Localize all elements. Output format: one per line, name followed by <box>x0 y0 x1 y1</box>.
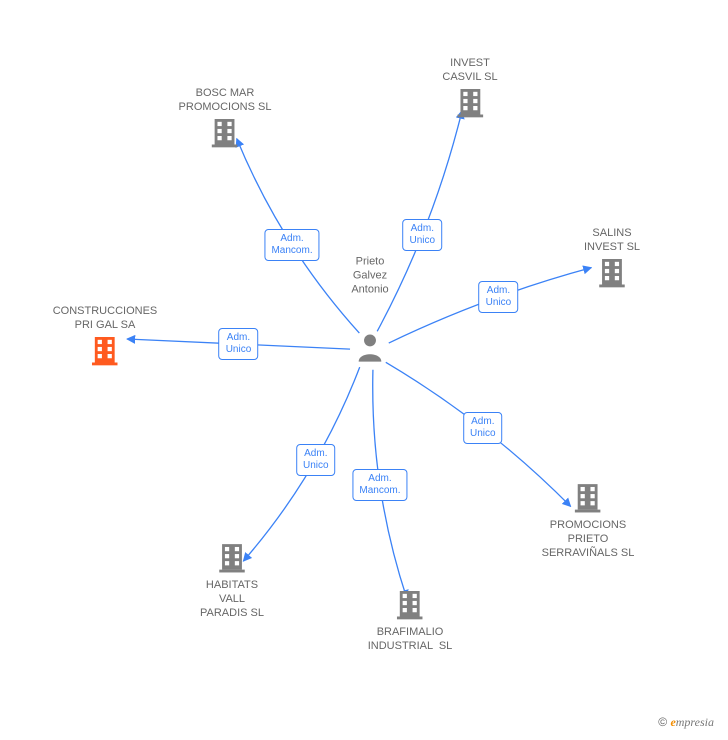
company-node-label: HABITATS VALL PARADIS SL <box>200 579 264 620</box>
copyright: © empresia <box>658 715 714 730</box>
building-icon <box>88 332 122 366</box>
company-node-label: BOSC MAR PROMOCIONS SL <box>179 87 272 115</box>
center-node-label: Prieto Galvez Antonio <box>351 256 388 297</box>
building-icon <box>595 254 629 288</box>
edge-label: Adm. Unico <box>479 281 519 313</box>
brand-rest: mpresia <box>676 715 714 729</box>
edge <box>243 367 359 561</box>
building-icon <box>393 587 427 621</box>
company-node-label: PROMOCIONS PRIETO SERRAVIÑALS SL <box>542 519 635 560</box>
company-node: BRAFIMALIO INDUSTRIAL SL <box>368 587 453 654</box>
edge-label: Adm. Mancom. <box>352 469 407 501</box>
company-node: CONSTRUCCIONES PRI GAL SA <box>53 305 158 372</box>
building-icon <box>215 540 249 574</box>
edge-label: Adm. Unico <box>219 328 259 360</box>
edge-label: Adm. Mancom. <box>264 229 319 261</box>
company-node: SALINS INVEST SL <box>584 227 640 294</box>
copyright-symbol: © <box>658 715 667 729</box>
building-icon <box>571 480 605 514</box>
company-node: BOSC MAR PROMOCIONS SL <box>179 87 272 154</box>
edge-label: Adm. Unico <box>403 219 443 251</box>
person-icon <box>353 331 387 365</box>
center-node: Prieto Galvez Antonio <box>353 331 387 370</box>
edge-label: Adm. Unico <box>463 412 503 444</box>
company-node: PROMOCIONS PRIETO SERRAVIÑALS SL <box>542 480 635 560</box>
edge-label: Adm. Unico <box>296 444 336 476</box>
company-node: HABITATS VALL PARADIS SL <box>200 540 264 620</box>
company-node: INVEST CASVIL SL <box>442 57 497 124</box>
edge <box>237 139 360 333</box>
company-node-label: SALINS INVEST SL <box>584 227 640 255</box>
building-icon <box>208 114 242 148</box>
company-node-label: BRAFIMALIO INDUSTRIAL SL <box>368 626 453 654</box>
edge <box>373 370 407 598</box>
diagram-canvas: Prieto Galvez Antonio CONSTRUCCIONES PRI … <box>0 0 728 740</box>
edge <box>389 268 592 343</box>
building-icon <box>453 84 487 118</box>
edge <box>127 339 350 349</box>
company-node-label: CONSTRUCCIONES PRI GAL SA <box>53 305 158 333</box>
edge <box>377 111 462 332</box>
company-node-label: INVEST CASVIL SL <box>442 57 497 85</box>
